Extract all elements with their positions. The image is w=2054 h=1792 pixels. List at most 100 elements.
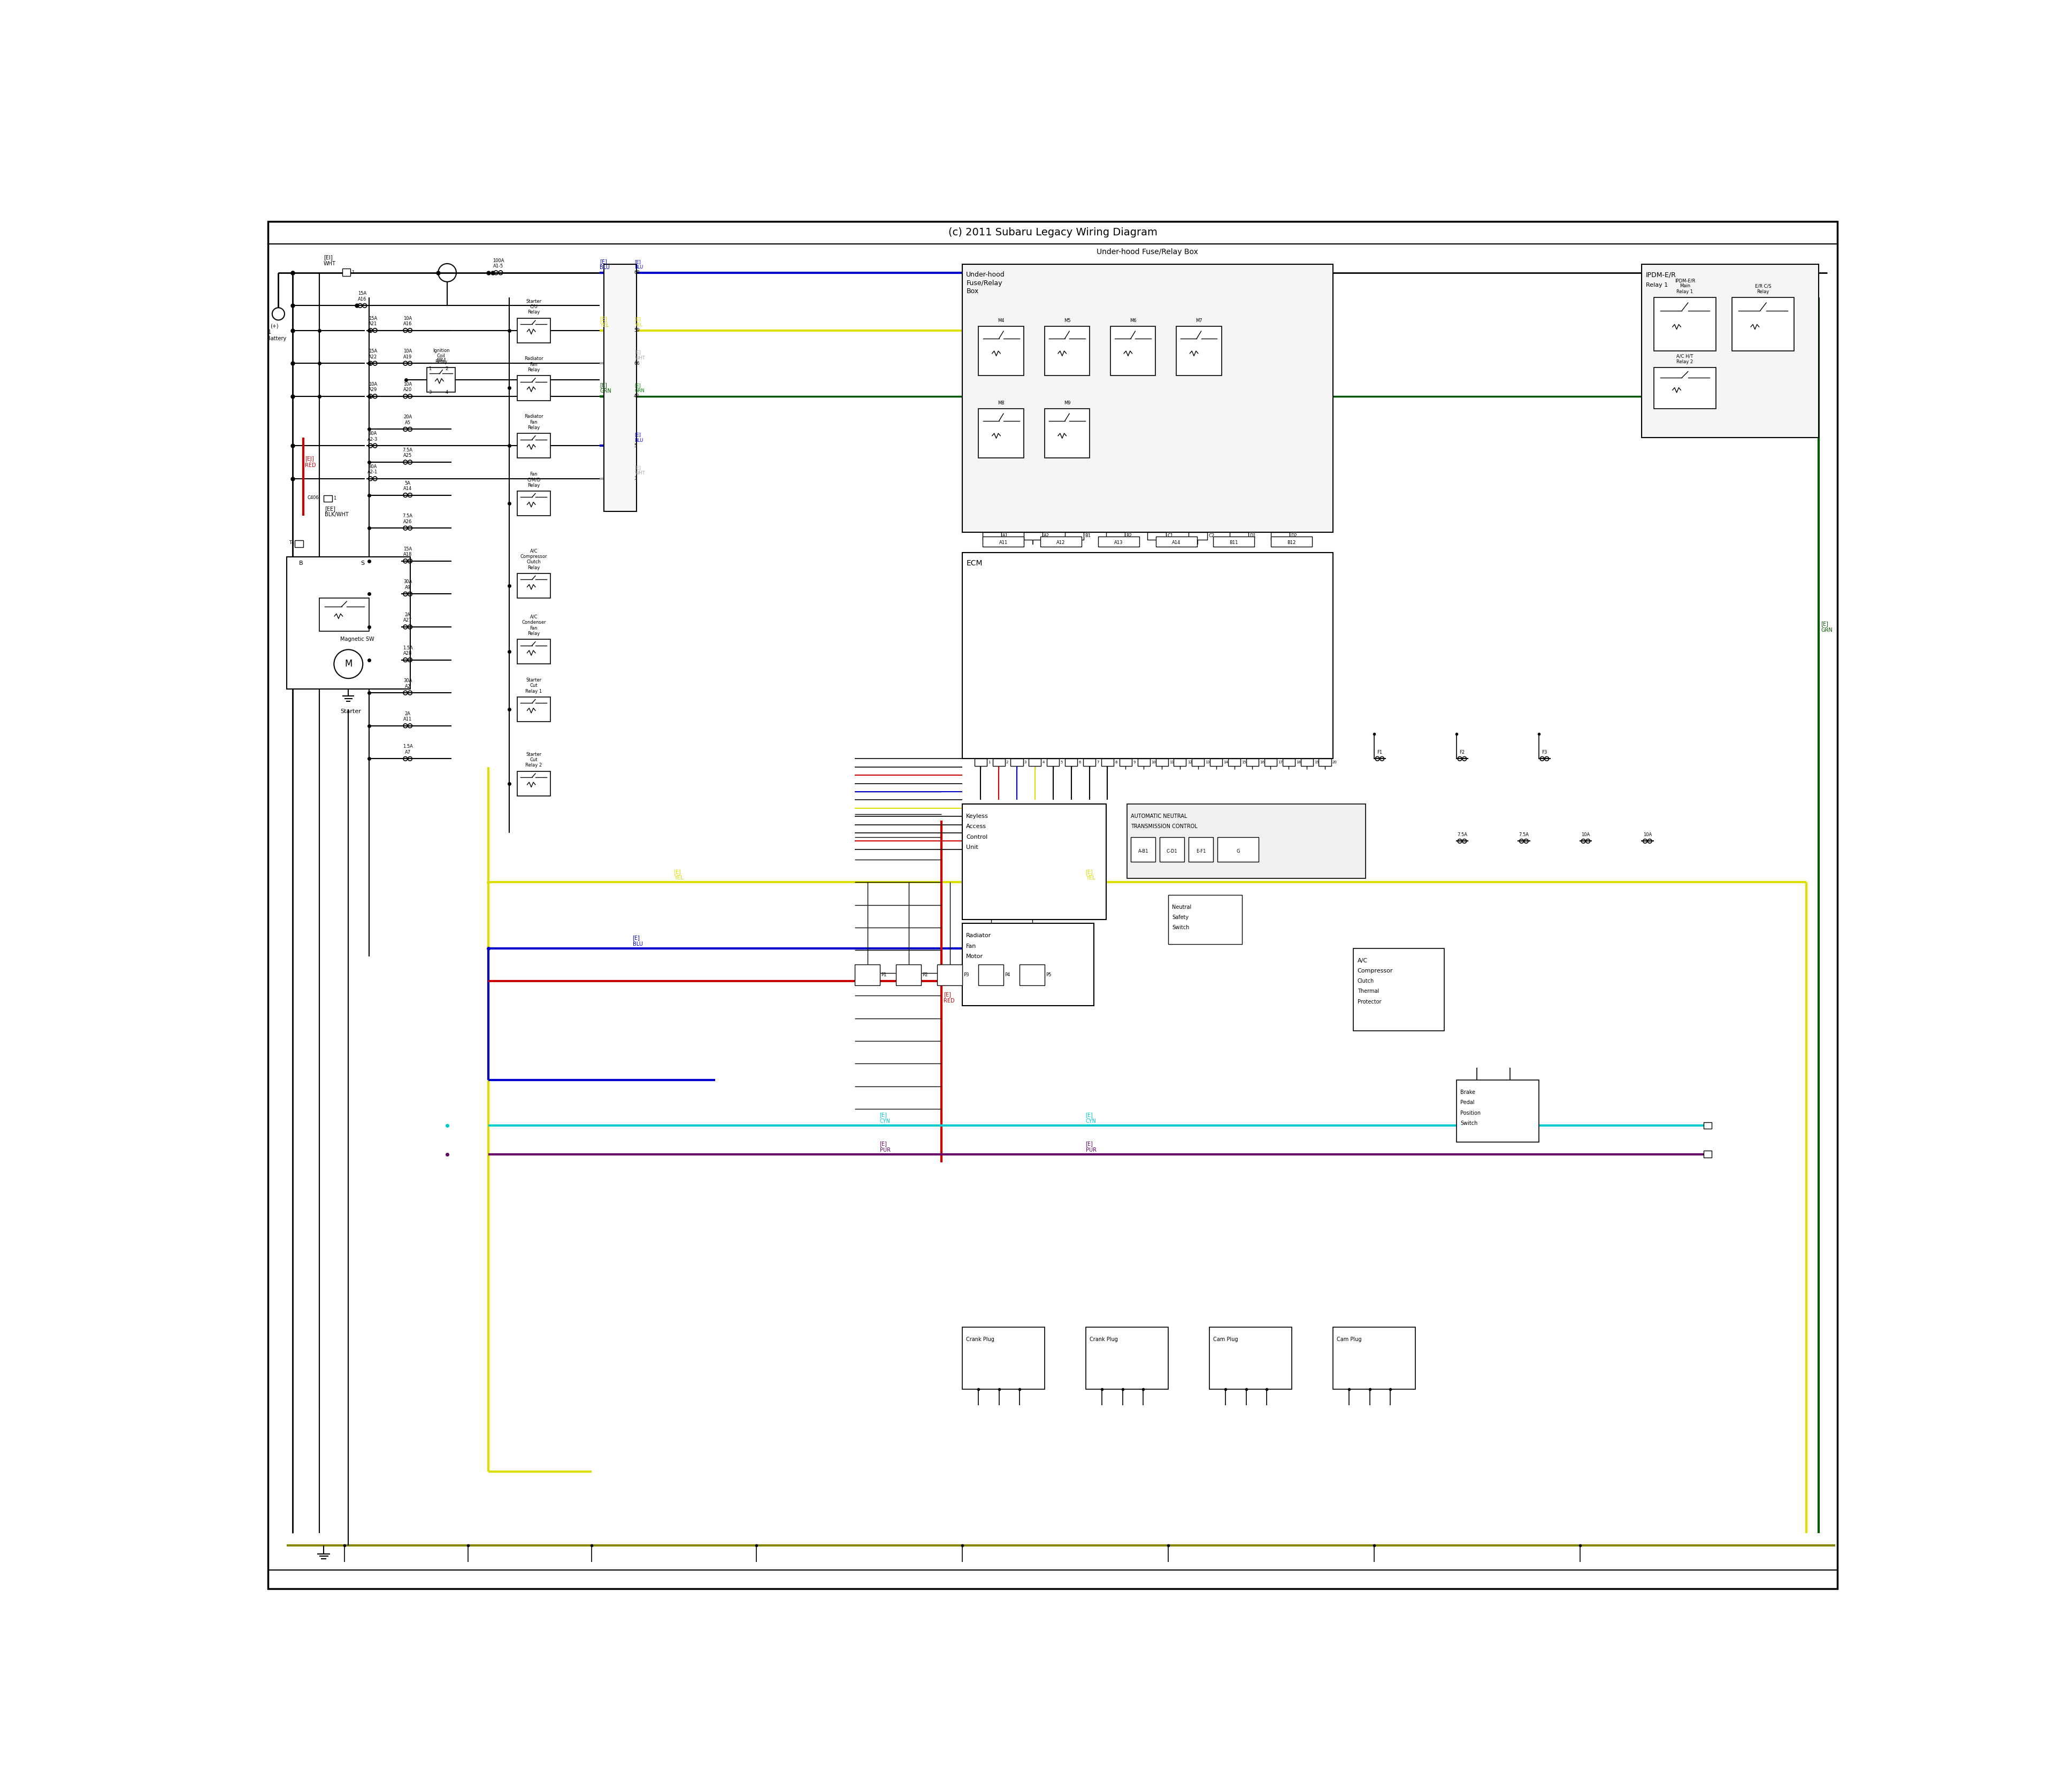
Text: Protector: Protector	[1358, 1000, 1380, 1005]
Text: Radiator: Radiator	[965, 934, 992, 939]
Bar	[518, 640, 550, 665]
Text: P1: P1	[881, 973, 887, 977]
Text: M6: M6	[1130, 319, 1136, 323]
Text: A/C H/T
Relay 2: A/C H/T Relay 2	[1676, 353, 1692, 364]
Bar	[1082, 758, 1095, 767]
Text: A/C: A/C	[1358, 959, 1368, 964]
Text: 15A
A22: 15A A22	[368, 349, 378, 358]
Bar	[1043, 326, 1091, 376]
Text: M7: M7	[1195, 319, 1202, 323]
Text: 1.5A
A28: 1.5A A28	[403, 645, 413, 656]
Text: 30A
A2-1: 30A A2-1	[368, 464, 378, 475]
Bar	[1048, 758, 1060, 767]
Text: Crank Plug: Crank Plug	[965, 1337, 994, 1342]
Bar	[1087, 1328, 1169, 1389]
Text: IPDM-E/R
Main
Relay 1: IPDM-E/R Main Relay 1	[1674, 278, 1695, 294]
Bar	[1189, 532, 1208, 539]
Text: 66: 66	[635, 360, 639, 366]
Bar	[343, 269, 351, 276]
Text: 16: 16	[1259, 762, 1265, 763]
Bar	[1177, 326, 1222, 376]
Bar	[1228, 758, 1241, 767]
Bar	[624, 269, 633, 276]
Text: Starter
Cut
Relay 1: Starter Cut Relay 1	[526, 677, 542, 694]
Text: 6: 6	[1078, 762, 1080, 763]
Text: 10A
A29: 10A A29	[368, 382, 378, 392]
Bar	[1101, 758, 1113, 767]
Text: [E]
YEL: [E] YEL	[1087, 869, 1095, 880]
Bar	[1218, 837, 1259, 862]
Bar	[978, 964, 1002, 986]
Text: Under-hood: Under-hood	[965, 271, 1004, 278]
Text: [E]
GRN: [E] GRN	[600, 382, 612, 394]
Text: 59: 59	[635, 328, 639, 333]
Text: Magnetic SW: Magnetic SW	[341, 636, 374, 642]
Bar	[1703, 1150, 1711, 1158]
Text: [E]
CYN: [E] CYN	[1087, 1113, 1097, 1124]
Text: P4: P4	[1004, 973, 1011, 977]
Text: (+): (+)	[271, 324, 279, 330]
Text: Thermal: Thermal	[1358, 989, 1378, 995]
Bar	[1210, 1328, 1292, 1389]
Text: 30A
A9: 30A A9	[403, 579, 413, 590]
Text: [E]
PUR: [E] PUR	[879, 1142, 889, 1152]
Bar	[624, 443, 633, 450]
Bar	[1161, 837, 1185, 862]
Text: 7.5A: 7.5A	[1456, 831, 1467, 837]
Text: [E]
BLU: [E] BLU	[635, 432, 643, 443]
Text: C406: C406	[308, 495, 318, 500]
Text: Brake: Brake	[1460, 1090, 1475, 1095]
Text: 30A
A2-3: 30A A2-3	[368, 432, 378, 441]
Text: E-F1: E-F1	[1195, 849, 1206, 853]
Bar	[624, 475, 633, 482]
Text: [E]
BLU: [E] BLU	[633, 935, 643, 946]
Text: TRANSMISSION CONTROL: TRANSMISSION CONTROL	[1132, 824, 1197, 830]
Bar	[1111, 326, 1156, 376]
Bar	[1148, 532, 1167, 539]
Bar	[1282, 758, 1294, 767]
Text: Relay 1: Relay 1	[1645, 283, 1668, 289]
Bar	[518, 771, 550, 796]
Text: [E]
BLU: [E] BLU	[600, 258, 610, 271]
Text: [E]
WHT: [E] WHT	[635, 349, 645, 360]
Bar	[296, 541, 304, 547]
Bar	[1019, 964, 1043, 986]
Text: Position: Position	[1460, 1111, 1481, 1116]
Bar	[1641, 265, 1818, 437]
Text: [E]
GRN: [E] GRN	[1820, 622, 1832, 633]
Bar	[1099, 536, 1140, 547]
Text: 100A
A1-5: 100A A1-5	[493, 258, 503, 269]
Text: Battery: Battery	[267, 335, 286, 340]
Text: M5: M5	[1064, 319, 1070, 323]
Text: B11: B11	[1230, 539, 1239, 545]
Text: Fan
C/M/D
Relay: Fan C/M/D Relay	[528, 471, 540, 487]
Bar	[518, 573, 550, 599]
Text: 10A: 10A	[1582, 831, 1590, 837]
Text: Neutral: Neutral	[1173, 905, 1191, 910]
Bar	[624, 328, 633, 333]
Text: [E]
YEL: [E] YEL	[600, 317, 608, 328]
Bar	[1029, 758, 1041, 767]
Text: 10: 10	[1150, 762, 1156, 763]
Text: 10A
A19: 10A A19	[403, 349, 413, 358]
Text: 7.5A
A26: 7.5A A26	[403, 514, 413, 523]
Text: Control: Control	[965, 835, 988, 840]
Text: S: S	[362, 561, 364, 566]
Text: D1: D1	[1249, 534, 1255, 538]
Bar	[896, 964, 920, 986]
Bar	[1023, 532, 1041, 539]
Text: A11: A11	[998, 539, 1009, 545]
Text: Cam Plug: Cam Plug	[1214, 1337, 1239, 1342]
Bar	[1169, 894, 1243, 944]
Bar	[320, 599, 370, 631]
Text: 30A
A2: 30A A2	[403, 679, 413, 688]
Bar	[1456, 1081, 1538, 1142]
Text: Safety: Safety	[1173, 914, 1189, 919]
Text: Access: Access	[965, 824, 986, 830]
Text: Fuse/Relay: Fuse/Relay	[965, 280, 1002, 287]
Text: M8: M8	[998, 401, 1004, 405]
Text: F1: F1	[1376, 749, 1382, 754]
Text: M44: M44	[435, 358, 446, 362]
Text: Under-hood Fuse/Relay Box: Under-hood Fuse/Relay Box	[1097, 249, 1197, 256]
Text: Clutch: Clutch	[1358, 978, 1374, 984]
